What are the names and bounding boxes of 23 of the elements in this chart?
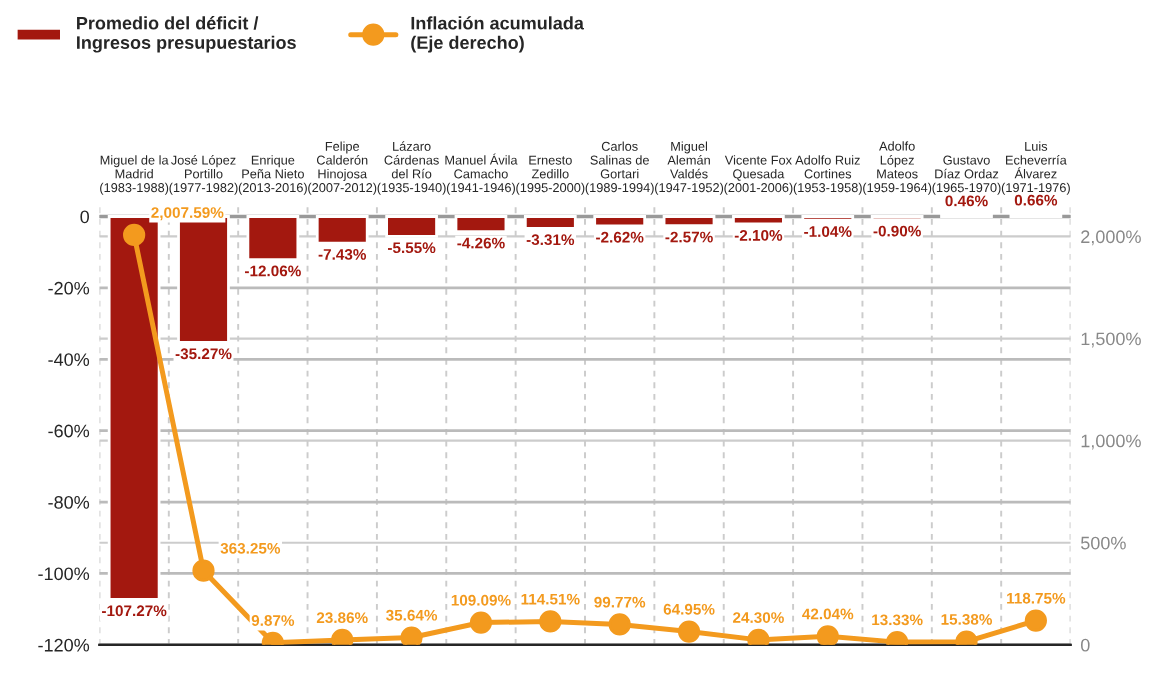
legend-label: Promedio del déficit / Ingresos presupuestarios (77, 16, 296, 53)
y-tick-label: 0 (80, 210, 90, 224)
y2-tick-label: 1,500% (1081, 332, 1141, 348)
y2-tick-label: 2,000% (1081, 230, 1141, 246)
point (677, 620, 701, 643)
y-tick-label: -20% (48, 281, 90, 295)
y2-tick-label: 500% (1080, 536, 1126, 550)
point (400, 626, 423, 645)
y2-tick-label: 0 (1080, 638, 1090, 652)
y-tick-label: -120% (38, 638, 90, 652)
y-tick-label: -80% (48, 496, 90, 509)
y-tick-label: -100% (38, 567, 90, 581)
y-tick-label: -60% (48, 424, 90, 438)
point (469, 611, 493, 634)
y2-tick-label: 1,000% (1081, 434, 1141, 450)
point (539, 610, 562, 633)
y-tick-label: -40% (48, 353, 90, 367)
legend-label: Inflación acumulada (Eje derecho) (411, 16, 584, 53)
point (1024, 609, 1047, 632)
point (816, 625, 839, 645)
point (123, 223, 146, 246)
point (608, 613, 631, 636)
point (192, 559, 215, 582)
